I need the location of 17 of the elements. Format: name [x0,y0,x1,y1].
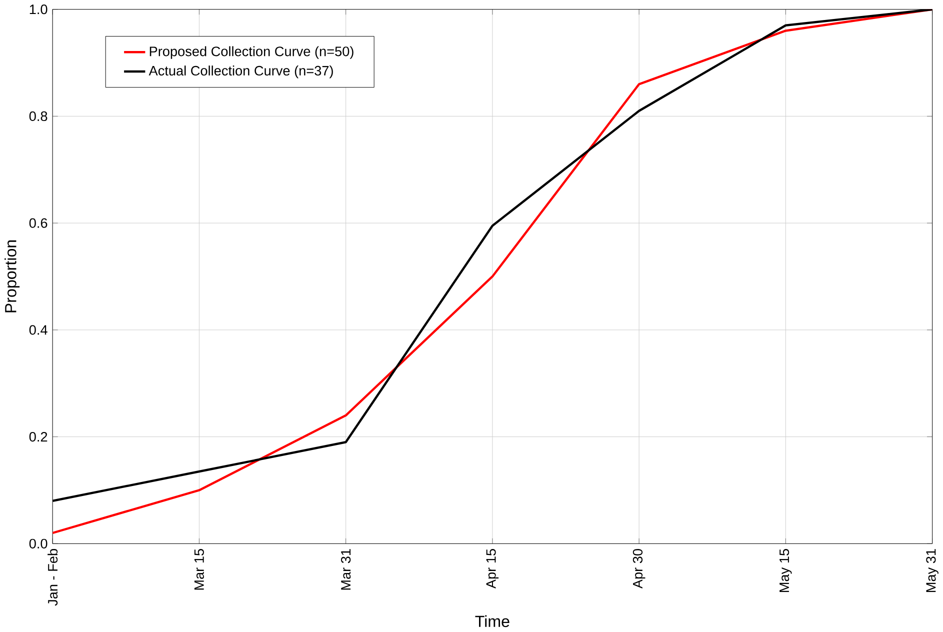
y-tick-label: 0.4 [29,325,48,335]
x-axis-title: Time [475,615,510,628]
y-tick-label: 0.0 [29,539,48,549]
y-tick-label: 0.8 [29,112,48,122]
x-tick-label: Mar 15 [194,549,204,590]
x-tick-label: May 15 [780,549,792,592]
x-tick-label: Mar 31 [341,549,351,590]
y-tick-label: 1.0 [30,4,48,14]
x-tick-label: May 31 [926,549,938,592]
y-tick-label: 0.6 [29,218,48,228]
legend-label: Actual Collection Curve (n=37) [148,66,333,78]
x-tick-label: Jan - Feb [48,549,58,606]
x-tick-label: Apr 15 [486,549,499,589]
y-axis-title: Proportion [4,240,20,312]
x-tick-label: Apr 30 [632,549,646,589]
y-tick-label: 0.2 [29,432,48,442]
legend-label: Proposed Collection Curve (n=50) [150,46,354,60]
